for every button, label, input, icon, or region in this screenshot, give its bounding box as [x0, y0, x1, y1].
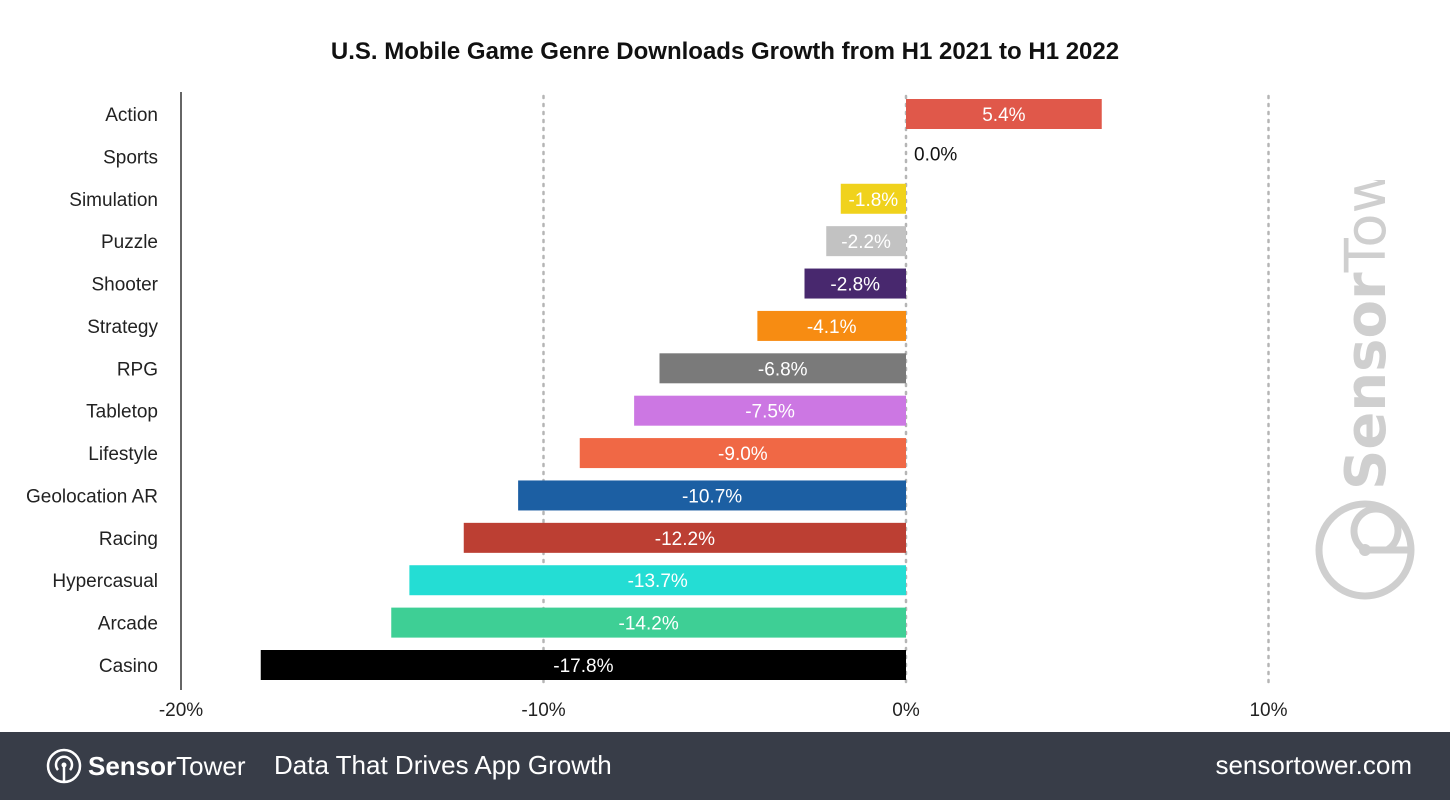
bar-racing: [463, 522, 906, 553]
category-label: Strategy: [87, 317, 158, 338]
category-label: Hypercasual: [52, 571, 158, 592]
category-label: Casino: [99, 656, 158, 677]
bar-rpg: [659, 353, 906, 384]
x-tick-label: 10%: [1249, 700, 1287, 721]
category-label: Action: [105, 105, 158, 126]
category-label: Racing: [99, 529, 158, 550]
footer-logo[interactable]: Sensor Tower: [46, 748, 246, 784]
category-label: Tabletop: [86, 402, 158, 423]
data-label: -6.8%: [758, 359, 808, 380]
footer-tagline: Data That Drives App Growth: [274, 750, 612, 780]
data-label: -4.1%: [807, 317, 857, 338]
x-tick-label: -10%: [521, 700, 565, 721]
category-label: Shooter: [91, 275, 158, 296]
x-tick-label: 0%: [892, 700, 920, 721]
category-label: Arcade: [98, 614, 158, 635]
data-label: -17.8%: [553, 656, 613, 677]
chart-title: U.S. Mobile Game Genre Downloads Growth …: [330, 38, 1120, 65]
data-label: -12.2%: [655, 529, 715, 550]
bar-action: [906, 99, 1102, 129]
bar-arcade: [391, 607, 906, 638]
bar-shooter: [804, 268, 906, 299]
sensortower-logo-icon: [46, 748, 82, 784]
brand-light: Tower: [176, 750, 246, 781]
data-label: -7.5%: [745, 402, 795, 423]
bar-chart: -20% -10% 0% 10% Action 5.4% Sports 0.0% Simulat…: [26, 92, 1288, 721]
data-label: -2.2%: [841, 232, 891, 253]
bar-puzzle: [826, 226, 906, 257]
data-label: 0.0%: [914, 144, 957, 165]
brand-bold: Sensor: [88, 750, 177, 781]
bar-hypercasual: [409, 565, 906, 596]
category-label: Simulation: [69, 190, 158, 211]
bar-simulation: [840, 183, 906, 214]
bar-casino: [260, 650, 906, 680]
data-label: 5.4%: [982, 105, 1025, 126]
bar-lifestyle: [579, 438, 906, 469]
bar-strategy: [757, 310, 906, 341]
bar-geolocation-ar: [518, 480, 906, 511]
data-label: -13.7%: [628, 571, 688, 592]
data-label: -14.2%: [619, 614, 679, 635]
footer: Sensor Tower Data That Drives App Growth …: [0, 732, 1450, 800]
sensortower-watermark: SensorTower: [1315, 180, 1415, 600]
data-label: -2.8%: [830, 275, 880, 296]
data-label: -9.0%: [718, 444, 768, 465]
category-label: Sports: [103, 147, 158, 168]
footer-url[interactable]: sensortower.com: [1215, 750, 1412, 780]
x-tick-label: -20%: [159, 700, 203, 721]
category-label: Lifestyle: [88, 444, 158, 465]
category-label: Puzzle: [101, 232, 158, 253]
category-label: RPG: [117, 359, 158, 380]
svg-text:SensorTower: SensorTower: [1334, 180, 1399, 490]
data-label: -1.8%: [849, 190, 899, 211]
data-label: -10.7%: [682, 486, 742, 507]
bar-tabletop: [634, 395, 906, 426]
category-label: Geolocation AR: [26, 486, 158, 507]
